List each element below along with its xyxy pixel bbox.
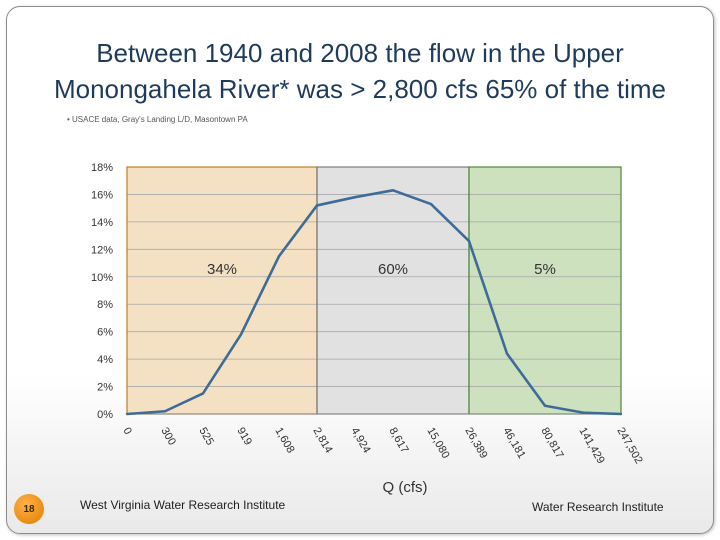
data-point (429, 202, 433, 206)
x-tick-label: 919 (234, 426, 254, 448)
data-point (467, 239, 471, 243)
y-tick-label: 18% (91, 162, 113, 174)
x-tick-label: 4,924 (348, 426, 372, 456)
region-2-fill (317, 167, 469, 414)
region-1-fill (127, 167, 317, 414)
slide-title: Between 1940 and 2008 the flow in the Up… (7, 35, 713, 107)
x-tick-label: 247,502 (614, 426, 644, 466)
series-line (126, 189, 622, 416)
data-point (315, 204, 319, 207)
data-point (239, 333, 243, 336)
region-1-label: 34% (207, 261, 237, 278)
title-line-2: Monongahela River* was > 2,800 cfs 65% o… (53, 74, 667, 104)
data-point (277, 254, 281, 258)
y-tick-label: 2% (97, 382, 113, 394)
y-tick-label: 14% (91, 217, 113, 229)
data-point (125, 412, 129, 416)
x-tick-label: 0 (120, 426, 133, 437)
x-tick-label: 525 (196, 426, 216, 448)
y-tick-label: 12% (91, 244, 113, 256)
data-point (353, 195, 357, 199)
x-tick-label: 141,429 (576, 426, 606, 466)
y-tick-label: 4% (97, 354, 113, 366)
page-number-badge: 18 (14, 494, 44, 524)
x-tick-label: 15,080 (424, 426, 451, 461)
y-tick-label: 16% (91, 189, 113, 201)
x-tick-label: 80,817 (538, 426, 565, 461)
footer-right-text: Water Research Institute (532, 500, 664, 514)
data-point (543, 404, 547, 407)
data-point (201, 392, 205, 395)
x-tick-label: 1,608 (272, 426, 296, 456)
data-point (619, 412, 623, 416)
data-point (163, 410, 167, 413)
data-point (391, 189, 395, 192)
region-3-fill (469, 167, 621, 414)
source-note: • USACE data, Gray's Landing L/D, Masont… (67, 115, 248, 124)
x-axis-title: Q (cfs) (383, 479, 428, 496)
x-tick-label: 8,617 (386, 426, 410, 456)
region-2-label: 60% (378, 261, 408, 278)
footer-left-text: West Virginia Water Research Institute (80, 498, 286, 512)
region-3-label: 5% (534, 261, 556, 278)
y-tick-label: 10% (91, 272, 113, 284)
x-tick-label: 300 (158, 426, 178, 448)
x-tick-label: 26,389 (462, 426, 489, 461)
y-tick-label: 0% (97, 409, 113, 421)
x-tick-label: 2,814 (310, 426, 334, 456)
y-tick-label: 6% (97, 327, 113, 339)
y-tick-label: 8% (97, 299, 113, 311)
data-point (581, 411, 585, 414)
data-point (505, 352, 509, 355)
x-tick-label: 46,181 (500, 426, 527, 461)
title-line-1: Between 1940 and 2008 the flow in the Up… (96, 38, 624, 68)
